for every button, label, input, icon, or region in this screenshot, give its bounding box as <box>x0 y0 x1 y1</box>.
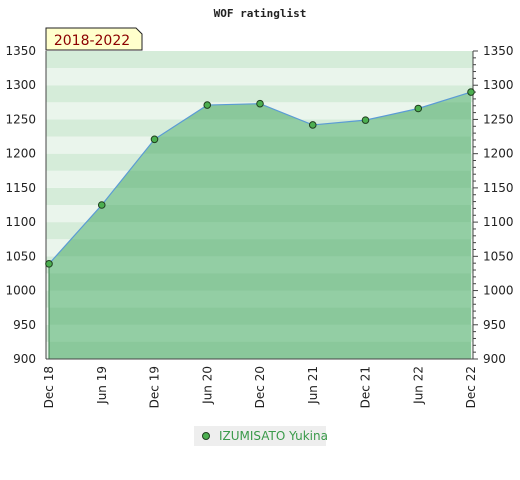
data-point <box>45 260 53 268</box>
x-tick-label: Dec 18 <box>42 366 56 408</box>
y-tick-label-right: 1300 <box>483 78 514 92</box>
right-axis: 900 950 1000 1050 1100 1150 1200 1250 1300 1350 <box>472 44 514 366</box>
x-tick-label: Dec 20 <box>253 366 267 408</box>
period-badge-box <box>45 27 143 51</box>
y-tick-label-left: 1350 <box>5 44 36 58</box>
background-band <box>46 68 473 86</box>
legend-label: IZUMISATO Yukina <box>219 429 328 443</box>
area-stripe <box>49 205 471 223</box>
y-tick-label-left: 1250 <box>5 112 36 126</box>
x-tick-label: Dec 19 <box>148 366 162 408</box>
y-tick-label-right: 1350 <box>483 44 514 58</box>
data-point <box>361 116 370 124</box>
x-tick-label: Jun 19 <box>95 366 109 405</box>
data-point <box>308 121 317 129</box>
y-tick-label-left: 1000 <box>5 284 36 298</box>
chart-title: WOF ratinglist <box>214 7 307 20</box>
area-stripe <box>49 341 471 359</box>
x-tick-label: Jun 20 <box>200 366 214 405</box>
data-point <box>256 99 264 108</box>
y-tick-label-left: 1050 <box>5 249 36 263</box>
y-tick-label-left: 1150 <box>5 181 36 195</box>
x-axis: Dec 18 Jun 19 Dec 19 Jun 20 Dec 20 Jun 21 Dec … <box>42 358 478 408</box>
area-stripe <box>49 307 471 325</box>
y-tick-label-right: 1000 <box>483 284 514 298</box>
y-tick-label-left: 1100 <box>5 215 36 229</box>
y-tick-label-right: 1200 <box>483 147 514 161</box>
legend: IZUMISATO Yukina <box>194 426 328 446</box>
area-stripe <box>49 273 471 291</box>
area-stripe <box>49 239 471 257</box>
y-tick-label-left: 1200 <box>5 147 36 161</box>
y-tick-label-right: 1150 <box>483 181 514 195</box>
x-tick-label: Dec 21 <box>359 366 373 408</box>
y-tick-label-right: 1050 <box>483 249 514 263</box>
y-tick-label-right: 900 <box>483 352 506 366</box>
legend-box <box>194 426 326 446</box>
legend-marker <box>202 432 210 440</box>
background-band <box>46 51 473 69</box>
area-stripe <box>49 170 471 188</box>
background-band <box>46 85 473 103</box>
x-tick-label: Dec 22 <box>464 366 478 408</box>
series-area <box>49 92 471 360</box>
left-axis: 900 950 1000 1050 1100 1150 1200 1250 1300 1350 <box>5 44 47 366</box>
data-markers <box>45 88 475 268</box>
y-tick-label-right: 1100 <box>483 215 514 229</box>
x-tick-label: Jun 22 <box>411 366 425 405</box>
data-point <box>414 104 423 113</box>
data-point <box>467 88 475 96</box>
y-tick-label-right: 1250 <box>483 112 514 126</box>
period-badge-label: 2018-2022 <box>54 33 130 49</box>
y-tick-label-right: 950 <box>483 318 506 332</box>
data-point <box>203 101 212 109</box>
data-point <box>97 201 106 209</box>
y-tick-label-left: 1300 <box>5 78 36 92</box>
y-tick-label-left: 900 <box>13 352 36 366</box>
data-point <box>150 135 159 144</box>
period-badge: 2018-2022 <box>45 27 143 51</box>
x-tick-label: Jun 21 <box>306 366 320 405</box>
y-tick-label-left: 950 <box>13 318 36 332</box>
